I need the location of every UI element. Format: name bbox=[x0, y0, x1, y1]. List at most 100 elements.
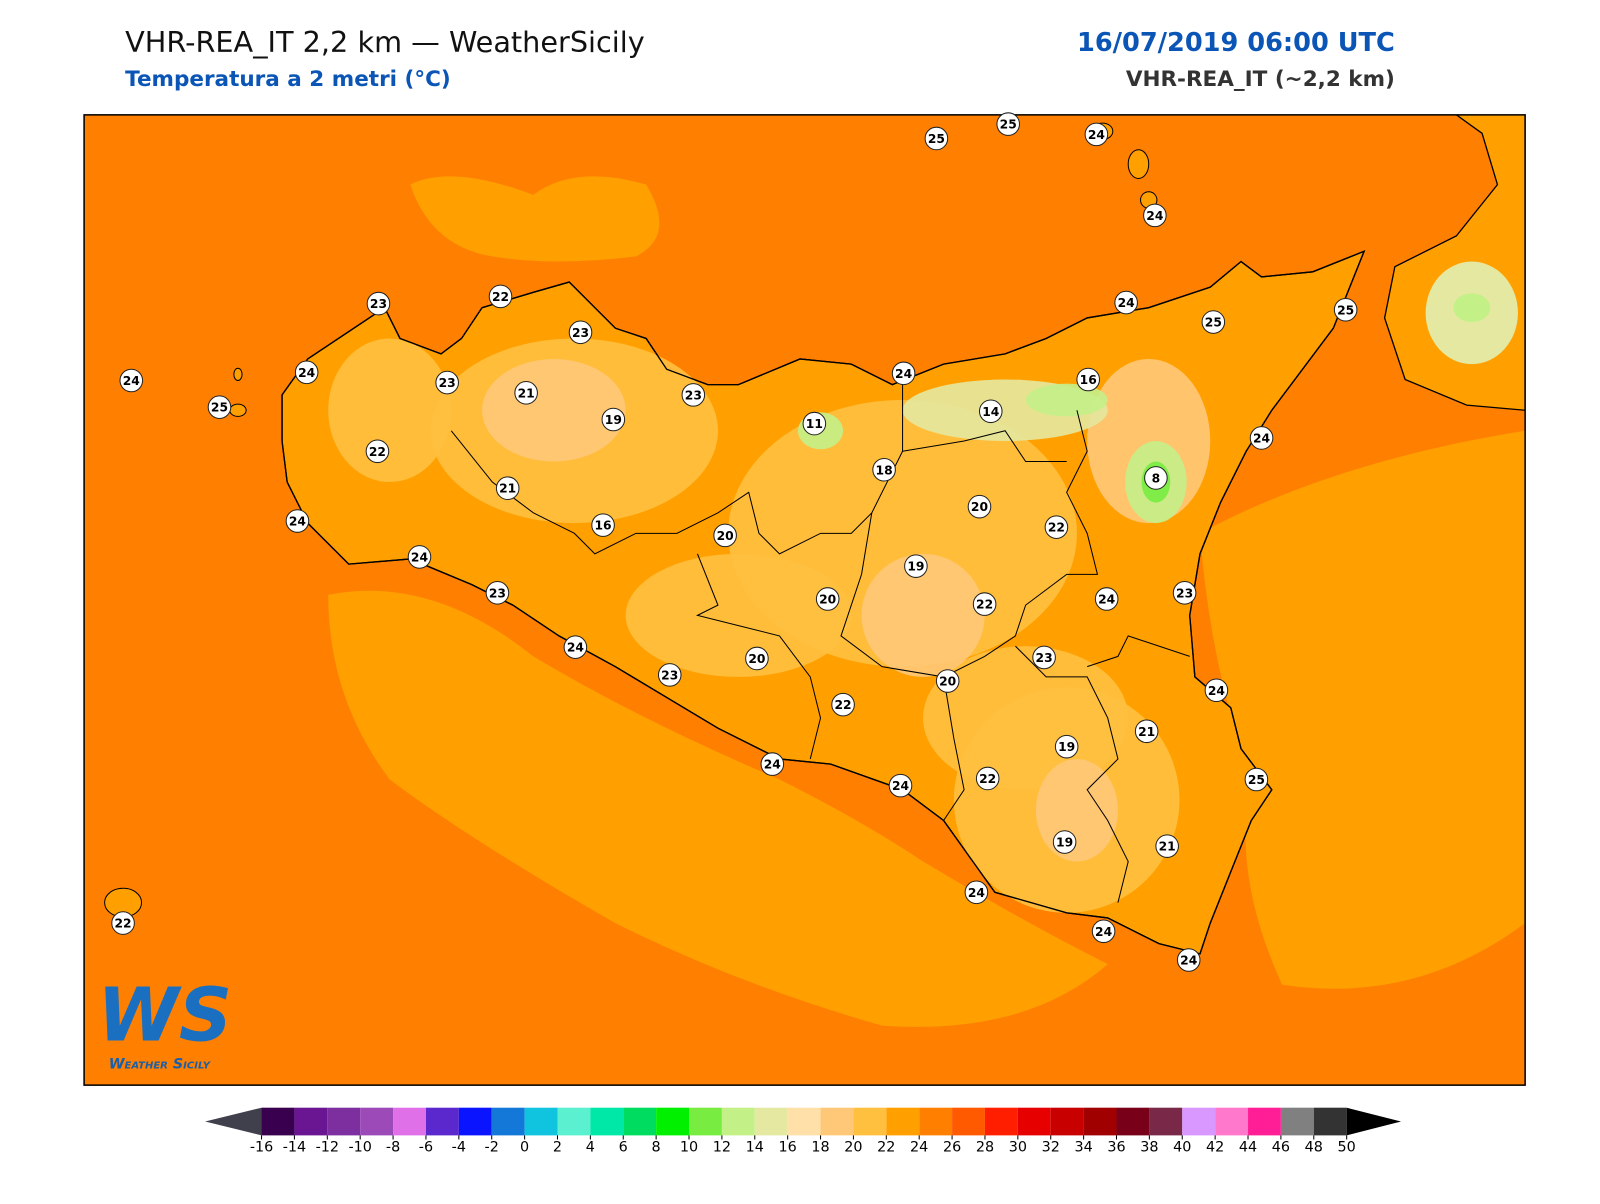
station-marker bbox=[485, 581, 510, 605]
colorbar-bin bbox=[1050, 1107, 1084, 1136]
station-value: 16 bbox=[595, 519, 612, 533]
station-marker bbox=[366, 291, 391, 316]
station-value: 18 bbox=[876, 463, 893, 477]
station: 19 bbox=[1054, 734, 1079, 759]
station-value: 24 bbox=[1253, 431, 1270, 445]
colorbar-tick-label: -4 bbox=[452, 1140, 466, 1156]
colorbar-tick-label: 46 bbox=[1272, 1140, 1290, 1156]
colorbar-tick-label: 36 bbox=[1107, 1140, 1125, 1156]
colorbar-bin bbox=[853, 1107, 887, 1136]
station-marker bbox=[119, 368, 144, 393]
province-border bbox=[1015, 645, 1129, 903]
station: 24 bbox=[1204, 678, 1229, 703]
colorbar-bin bbox=[1182, 1107, 1216, 1136]
station-value: 20 bbox=[971, 500, 988, 514]
station-marker bbox=[1155, 834, 1179, 858]
station-marker bbox=[745, 646, 769, 671]
station-marker bbox=[1134, 719, 1159, 744]
colorbar-bin bbox=[557, 1107, 591, 1136]
colorbar-bin bbox=[524, 1107, 558, 1136]
station-value: 22 bbox=[979, 772, 996, 786]
colorbar-bin bbox=[261, 1107, 295, 1136]
station-marker bbox=[365, 439, 390, 464]
colorbar-bin bbox=[425, 1107, 459, 1136]
station: 22 bbox=[111, 911, 135, 935]
colorbar-bin bbox=[1248, 1107, 1281, 1136]
colorbar: -16 -14 -12 -10 -8 -6 -4 -2 0 2 4 6 8 10 12 14 16 18 20 22 2… bbox=[205, 1107, 1402, 1156]
station-value: 25 bbox=[1337, 303, 1354, 317]
datetime: 16/07/2019 06:00 UTC bbox=[1077, 28, 1395, 58]
station: 24 bbox=[294, 360, 319, 385]
colorbar-bin bbox=[886, 1107, 920, 1136]
colorbar-tick-label: 10 bbox=[680, 1140, 698, 1156]
colorbar-tick-label: 4 bbox=[586, 1140, 595, 1156]
station: 20 bbox=[967, 494, 992, 519]
station-value: 20 bbox=[748, 652, 765, 666]
station-value: 24 bbox=[1180, 954, 1197, 968]
station: 24 bbox=[891, 361, 916, 386]
station: 24 bbox=[407, 545, 432, 569]
station: 20 bbox=[745, 646, 769, 671]
land-patch bbox=[1453, 293, 1491, 323]
station-value: 22 bbox=[492, 290, 509, 304]
colorbar-tick-label: 18 bbox=[811, 1140, 829, 1156]
station-marker bbox=[831, 692, 855, 717]
station: 24 bbox=[760, 752, 785, 776]
station: 24 bbox=[563, 635, 588, 659]
station-marker bbox=[495, 476, 520, 500]
station-value: 24 bbox=[968, 886, 985, 900]
station: 24 bbox=[1114, 290, 1138, 315]
map-frame bbox=[83, 114, 1526, 1086]
station-value: 24 bbox=[289, 515, 306, 529]
station-value: 21 bbox=[518, 386, 535, 400]
station: 16 bbox=[591, 513, 615, 537]
colorbar-tick-label: -12 bbox=[316, 1140, 339, 1156]
station-value: 24 bbox=[411, 550, 428, 564]
station-value: 25 bbox=[928, 132, 945, 146]
colorbar-bin bbox=[1017, 1107, 1051, 1136]
colorbar-tick-label: 16 bbox=[779, 1140, 797, 1156]
sea-warm-patch bbox=[410, 176, 660, 262]
station-marker bbox=[1201, 310, 1226, 334]
station: 22 bbox=[365, 439, 390, 464]
colorbar-tick-label: -2 bbox=[485, 1140, 499, 1156]
colorbar-bin bbox=[294, 1107, 328, 1136]
title: VHR-REA_IT 2,2 km — WeatherSicily bbox=[125, 25, 645, 59]
colorbar-bin bbox=[623, 1107, 657, 1136]
station-value: 20 bbox=[819, 593, 836, 607]
station-value: 24 bbox=[298, 366, 315, 380]
colorbar-tick-label: 8 bbox=[652, 1140, 661, 1156]
station-value: 24 bbox=[895, 367, 912, 381]
station: 24 bbox=[119, 368, 144, 393]
colorbar-tick-label: -16 bbox=[250, 1140, 273, 1156]
colorbar-tick-label: 26 bbox=[943, 1140, 961, 1156]
station-value: 21 bbox=[1159, 840, 1176, 854]
station-value: 20 bbox=[717, 529, 734, 543]
station: 23 bbox=[1172, 581, 1197, 605]
station: 20 bbox=[713, 523, 737, 548]
colorbar-bin bbox=[952, 1107, 985, 1136]
station-value: 23 bbox=[1176, 586, 1193, 600]
station: 23 bbox=[1032, 645, 1056, 670]
station: 24 bbox=[1249, 426, 1274, 450]
colorbar-bin bbox=[491, 1107, 525, 1136]
station-value: 24 bbox=[567, 641, 584, 655]
colorbar-bin bbox=[327, 1107, 361, 1136]
station-value: 25 bbox=[1248, 773, 1265, 787]
logo-name: Weather Sicily bbox=[109, 1057, 212, 1073]
colorbar-tick-label: 14 bbox=[746, 1140, 764, 1156]
station: 14 bbox=[978, 399, 1003, 424]
station-value: 19 bbox=[1058, 740, 1075, 754]
station: 11 bbox=[802, 411, 827, 436]
land-patch bbox=[861, 553, 985, 677]
colorbar-tick-label: 38 bbox=[1140, 1140, 1158, 1156]
colorbar-tick-label: 50 bbox=[1338, 1140, 1356, 1156]
station: 24 bbox=[964, 880, 989, 905]
station: 8 bbox=[1144, 466, 1168, 490]
colorbar-bin bbox=[1116, 1107, 1150, 1136]
station-value: 21 bbox=[499, 482, 516, 496]
station-value: 8 bbox=[1152, 471, 1161, 485]
station-marker bbox=[591, 513, 615, 537]
station-marker bbox=[888, 773, 913, 798]
